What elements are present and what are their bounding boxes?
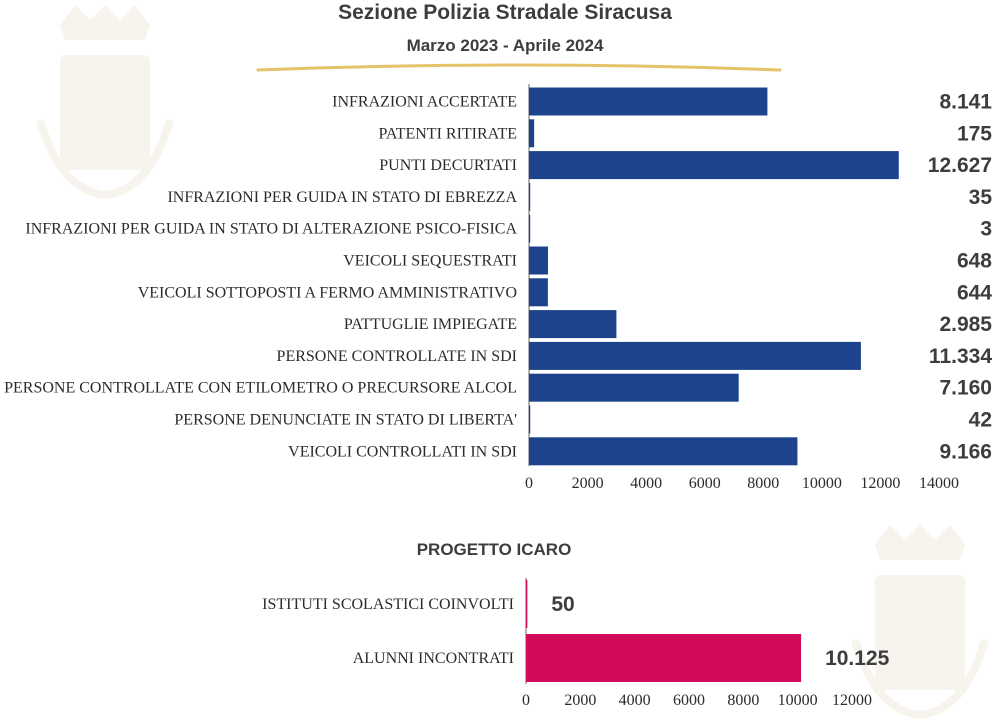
page-subtitle: Marzo 2023 - Aprile 2024: [406, 36, 604, 55]
x-tick-label: 8000: [747, 475, 779, 492]
bar: [529, 405, 531, 434]
bar: [529, 373, 739, 402]
emblem-watermark-left: [36, 5, 174, 200]
bar: [529, 119, 535, 148]
value-label: 3: [980, 218, 992, 241]
category-label: PUNTI DECURTATI: [379, 157, 517, 174]
value-label: 2.985: [939, 313, 992, 336]
value-label: 10.125: [825, 647, 890, 670]
category-label: PERSONE CONTROLLATE IN SDI: [277, 348, 517, 365]
category-label: PATENTI RITIRATE: [378, 125, 517, 142]
value-label: 50: [551, 593, 574, 616]
value-label: 9.166: [939, 440, 992, 463]
category-label: ISTITUTI SCOLASTICI COINVOLTI: [262, 596, 514, 613]
emblem-watermark-right: [851, 525, 989, 719]
x-tick-label: 10000: [802, 475, 842, 492]
value-label: 7.160: [939, 377, 992, 400]
icaro-section-title: PROGETTO ICARO: [416, 540, 572, 559]
x-tick-label: 12000: [832, 692, 872, 709]
category-label: VEICOLI CONTROLLATI IN SDI: [288, 443, 517, 460]
value-label: 12.627: [928, 154, 992, 177]
bar: [529, 87, 768, 116]
category-label: INFRAZIONI PER GUIDA IN STATO DI ALTERAZ…: [25, 221, 517, 238]
category-label: ALUNNI INCONTRATI: [353, 650, 514, 667]
category-label: INFRAZIONI ACCERTATE: [332, 94, 517, 111]
value-label: 8.141: [939, 91, 992, 114]
value-label: 35: [969, 186, 993, 209]
x-tick-label: 0: [522, 692, 530, 709]
bar: [529, 310, 617, 339]
x-tick-label: 14000: [919, 475, 959, 492]
bar: [529, 341, 861, 370]
x-tick-label: 6000: [689, 475, 721, 492]
x-tick-label: 0: [525, 475, 533, 492]
bar: [529, 182, 531, 211]
bar: [526, 634, 802, 682]
value-label: 11.334: [929, 345, 992, 368]
x-tick-label: 4000: [630, 475, 662, 492]
x-tick-label: 6000: [673, 692, 705, 709]
value-label: 42: [969, 409, 992, 432]
x-tick-label: 8000: [727, 692, 759, 709]
bar: [529, 246, 548, 275]
category-label: PERSONE CONTROLLATE CON ETILOMETRO O PRE…: [4, 380, 517, 397]
x-tick-label: 4000: [619, 692, 651, 709]
category-label: VEICOLI SEQUESTRATI: [343, 253, 517, 270]
bar: [526, 580, 528, 628]
value-label: 644: [957, 281, 992, 304]
value-label: 175: [957, 122, 992, 145]
category-label: VEICOLI SOTTOPOSTI A FERMO AMMINISTRATIV…: [138, 284, 517, 301]
bar: [529, 214, 531, 243]
category-label: INFRAZIONI PER GUIDA IN STATO DI EBREZZA: [167, 189, 517, 206]
page-title: Sezione Polizia Stradale Siracusa: [338, 1, 672, 24]
value-label: 648: [957, 250, 992, 273]
category-label: PATTUGLIE IMPIEGATE: [344, 316, 517, 333]
bar: [529, 437, 798, 466]
x-tick-label: 2000: [572, 475, 604, 492]
x-tick-label: 2000: [564, 692, 596, 709]
x-tick-label: 12000: [860, 475, 900, 492]
title-underline: [256, 63, 782, 72]
x-tick-label: 10000: [778, 692, 818, 709]
bar: [529, 278, 548, 307]
category-label: PERSONE DENUNCIATE IN STATO DI LIBERTA': [174, 412, 517, 429]
bar: [529, 151, 899, 180]
